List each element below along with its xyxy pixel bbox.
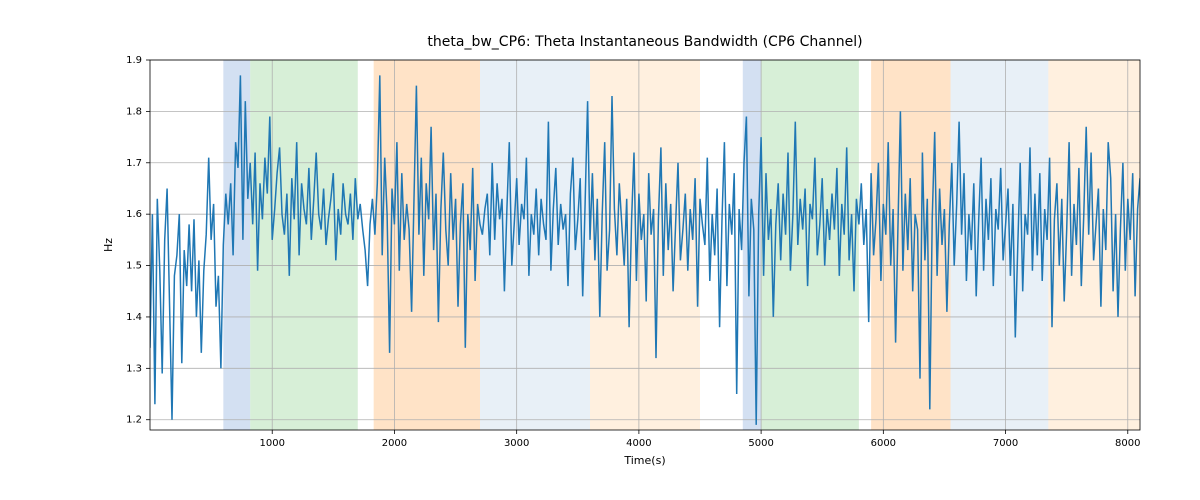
ytick-label: 1.6 <box>126 209 142 220</box>
ytick-label: 1.9 <box>126 55 142 66</box>
x-axis-label: Time(s) <box>623 454 665 467</box>
xtick-label: 8000 <box>1115 438 1140 449</box>
chart-title: theta_bw_CP6: Theta Instantaneous Bandwi… <box>427 34 862 50</box>
y-axis-label: Hz <box>102 238 115 252</box>
band-1 <box>250 60 358 430</box>
xtick-label: 3000 <box>504 438 529 449</box>
xtick-label: 2000 <box>382 438 407 449</box>
ytick-label: 1.8 <box>126 106 142 117</box>
xtick-label: 5000 <box>748 438 773 449</box>
xtick-label: 6000 <box>871 438 896 449</box>
ytick-label: 1.3 <box>126 363 142 374</box>
ytick-label: 1.2 <box>126 415 142 426</box>
chart-container: 1000 2000 3000 4000 5000 6000 7000 8000 1.2 1.3 1.… <box>0 0 1200 500</box>
band-3 <box>480 60 590 430</box>
xtick-label: 7000 <box>993 438 1018 449</box>
xtick-label: 1000 <box>259 438 284 449</box>
ytick-label: 1.7 <box>126 158 142 169</box>
ytick-label: 1.5 <box>126 261 142 272</box>
xtick-label: 4000 <box>626 438 651 449</box>
chart-svg: 1000 2000 3000 4000 5000 6000 7000 8000 1.2 1.3 1.… <box>0 0 1200 500</box>
ytick-label: 1.4 <box>126 312 142 323</box>
